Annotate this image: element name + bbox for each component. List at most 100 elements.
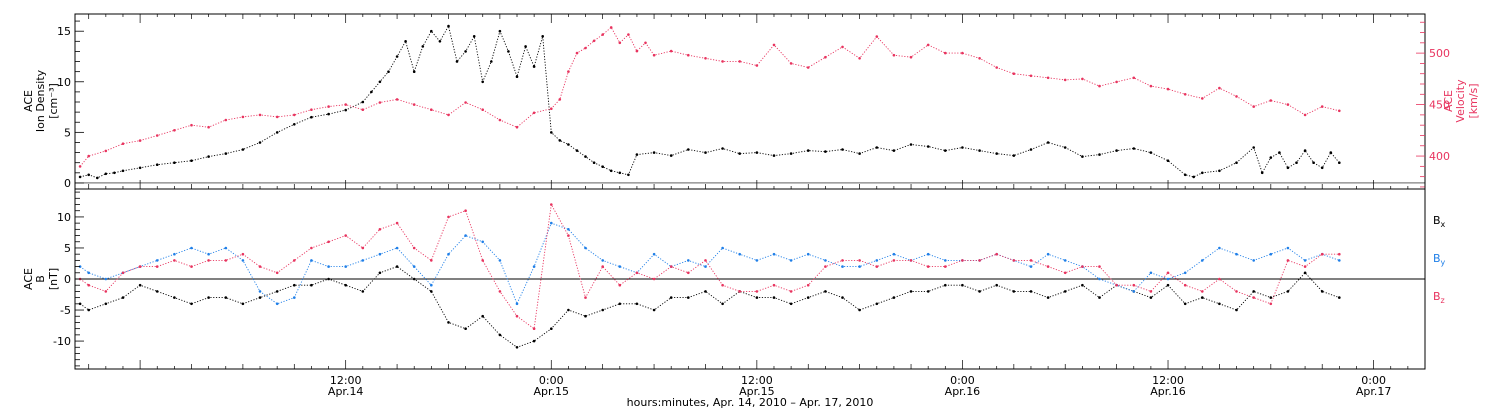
bx-point	[1218, 302, 1221, 306]
velocity-point	[627, 33, 630, 36]
bz-point	[1320, 252, 1324, 256]
density-point	[858, 152, 861, 155]
velocity-point	[78, 165, 82, 168]
x-tick-label-time: 12:00	[1152, 374, 1184, 387]
bx-point	[772, 296, 776, 299]
velocity-point	[481, 108, 485, 111]
density-point	[241, 148, 245, 151]
by-point	[738, 252, 741, 256]
bx-point	[1303, 271, 1307, 275]
bz-point	[515, 314, 519, 318]
density-point	[1098, 153, 1101, 156]
density-point	[704, 151, 707, 154]
x-axis: 12:00Apr.140:00Apr.1512:00Apr.150:00Apr.…	[88, 14, 1426, 398]
by-point	[1132, 290, 1136, 293]
by-point	[550, 221, 553, 225]
top-right-tick-label: 400	[1429, 150, 1450, 163]
velocity-point	[1338, 109, 1341, 113]
bx-point	[652, 308, 656, 312]
velocity-point	[1063, 78, 1067, 82]
velocity-point	[1046, 76, 1050, 80]
bz-point	[138, 265, 142, 268]
density-point	[138, 166, 142, 170]
bx-point	[1149, 296, 1153, 299]
bz-point	[447, 215, 450, 219]
x-tick-label-time: 12:00	[741, 374, 773, 387]
bz-point	[841, 259, 844, 262]
by-point	[293, 296, 296, 299]
velocity-point	[207, 125, 210, 129]
x-tick-label-time: 0:00	[1361, 374, 1386, 387]
bz-point	[721, 283, 724, 287]
density-point	[524, 45, 527, 48]
by-point	[1149, 271, 1153, 275]
density-point	[592, 161, 596, 164]
bz-point	[550, 203, 553, 206]
bx-point	[687, 296, 690, 299]
density-point	[1295, 161, 1298, 164]
velocity-point	[575, 51, 579, 55]
density-point	[1329, 151, 1333, 154]
velocity-point	[584, 46, 587, 50]
velocity-point	[755, 64, 759, 67]
density-point	[635, 153, 639, 156]
bz-point	[1063, 271, 1067, 275]
velocity-point	[592, 39, 596, 43]
velocity-point	[155, 134, 159, 137]
bz-point	[978, 259, 981, 262]
bz-point	[173, 259, 176, 262]
bz-point	[1201, 290, 1204, 293]
bz-point	[875, 265, 879, 268]
by-point	[258, 290, 262, 293]
by-point	[1252, 259, 1255, 262]
density-point	[207, 155, 210, 158]
bx-point	[704, 290, 707, 293]
by-point	[567, 228, 570, 231]
velocity-point	[1252, 105, 1255, 108]
bz-point	[532, 327, 536, 331]
density-point	[1012, 154, 1016, 157]
bx-point	[78, 302, 82, 306]
bx-point	[978, 290, 981, 293]
density-point	[875, 146, 879, 149]
x-tick-label-time: 12:00	[330, 374, 362, 387]
density-point	[121, 169, 125, 173]
bz-point	[344, 234, 348, 237]
bx-point	[258, 296, 262, 299]
bz-point	[961, 259, 964, 262]
bx-point	[550, 327, 553, 331]
by-point	[584, 246, 587, 250]
bx-point	[87, 308, 90, 312]
by-point	[155, 259, 159, 262]
density-point	[490, 60, 493, 63]
density-point	[687, 148, 690, 151]
velocity-point	[275, 115, 279, 119]
bx-point	[1029, 290, 1033, 293]
bx-point	[1320, 290, 1324, 293]
velocity-point	[310, 108, 313, 111]
velocity-point	[378, 101, 382, 104]
bz-point	[275, 271, 279, 275]
legend-bz-sub: z	[1441, 296, 1445, 305]
density-point	[541, 35, 544, 38]
bx-point	[789, 302, 793, 306]
bz-point	[155, 265, 159, 268]
velocity-point	[1081, 77, 1084, 81]
density-point	[1149, 151, 1153, 154]
bz-point	[892, 259, 896, 262]
velocity-point	[721, 60, 724, 63]
by-point	[618, 265, 622, 268]
bz-point	[1115, 283, 1118, 287]
velocity-point	[1012, 72, 1016, 75]
bx-point	[515, 346, 519, 349]
bx-point	[1338, 296, 1341, 299]
by-point	[378, 252, 382, 256]
bottom-ylabel-line1: ACE	[22, 268, 35, 290]
bz-point	[481, 259, 485, 262]
velocity-point	[1183, 93, 1187, 96]
top-left-tick-label: 5	[64, 126, 71, 139]
velocity-point	[824, 55, 827, 59]
density-point	[472, 35, 476, 38]
bx-point	[961, 283, 964, 287]
density-point	[575, 149, 579, 152]
